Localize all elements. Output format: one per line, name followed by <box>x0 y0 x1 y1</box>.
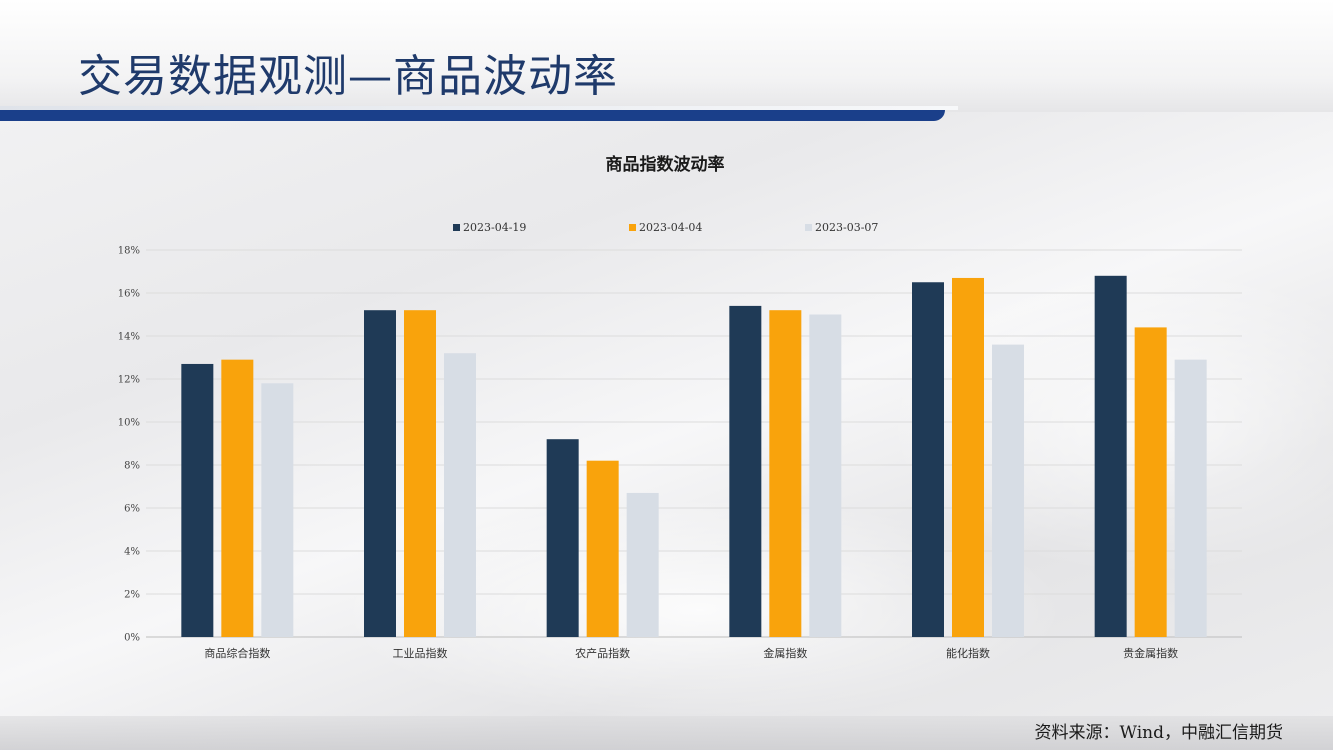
bar-2023-03-07-0 <box>261 383 294 637</box>
x-category-label: 金属指数 <box>763 646 807 660</box>
legend-swatch <box>629 224 636 231</box>
bar-2023-04-04-5 <box>1134 327 1167 637</box>
chart-gridlines <box>146 249 1242 638</box>
y-tick-label: 16% <box>118 289 140 300</box>
chart-title: 商品指数波动率 <box>606 154 725 175</box>
legend-entry: 2023-04-19 <box>463 221 526 234</box>
title-bar-shine <box>0 106 958 110</box>
bar-2023-03-07-2 <box>626 492 659 637</box>
y-tick-label: 0% <box>124 633 140 644</box>
y-tick-label: 10% <box>118 418 140 429</box>
bar-2023-04-19-5 <box>1094 275 1127 637</box>
bar-2023-03-07-3 <box>809 314 842 637</box>
source-note: 资料来源：Wind，中融汇信期货 <box>1034 723 1283 743</box>
x-category-label: 工业品指数 <box>393 646 448 660</box>
bar-2023-03-07-4 <box>992 344 1024 637</box>
footer-strip <box>0 716 1333 750</box>
bar-2023-04-19-0 <box>181 363 214 637</box>
legend-swatch <box>453 224 460 231</box>
legend-swatch <box>805 224 812 231</box>
y-tick-label: 2% <box>124 590 140 601</box>
y-tick-label: 8% <box>124 461 140 472</box>
y-tick-label: 12% <box>118 375 140 386</box>
title-underline-bar <box>0 110 945 121</box>
bar-2023-04-04-0 <box>221 359 254 637</box>
x-category-label: 农产品指数 <box>575 646 630 660</box>
volatility-bar-chart: 商品指数波动率 0% 2% 4% 6% 8% 10% 12% 14% 16% 18% 商品综合指数… <box>118 154 1242 660</box>
x-category-label: 能化指数 <box>946 646 990 660</box>
legend-entry: 2023-03-07 <box>815 221 878 234</box>
legend-entry: 2023-04-04 <box>639 221 702 234</box>
chart-legend: 2023-04-19 2023-04-04 2023-03-07 <box>453 221 878 234</box>
bar-2023-04-19-1 <box>364 310 396 637</box>
bar-2023-04-04-3 <box>769 310 802 637</box>
chart-bars <box>181 275 1207 637</box>
y-tick-label: 18% <box>118 246 140 257</box>
bar-2023-04-19-4 <box>912 282 944 637</box>
bar-2023-03-07-1 <box>444 353 476 637</box>
page-title: 交易数据观测—商品波动率 <box>78 51 618 102</box>
bar-2023-03-07-5 <box>1174 359 1207 637</box>
y-tick-label: 14% <box>118 332 140 343</box>
header-band <box>0 0 1333 112</box>
x-category-label: 商品综合指数 <box>204 646 270 660</box>
bar-2023-04-19-2 <box>546 439 579 637</box>
chart-x-axis: 商品综合指数 工业品指数 农产品指数 金属指数 能化指数 贵金属指数 <box>204 646 1178 660</box>
y-tick-label: 4% <box>124 547 140 558</box>
x-category-label: 贵金属指数 <box>1123 646 1178 660</box>
chart-y-axis: 0% 2% 4% 6% 8% 10% 12% 14% 16% 18% <box>118 246 140 644</box>
bar-2023-04-04-1 <box>404 310 436 637</box>
bar-2023-04-04-2 <box>586 460 619 637</box>
bar-2023-04-19-3 <box>729 305 762 637</box>
y-tick-label: 6% <box>124 504 140 515</box>
bar-2023-04-04-4 <box>952 277 984 637</box>
